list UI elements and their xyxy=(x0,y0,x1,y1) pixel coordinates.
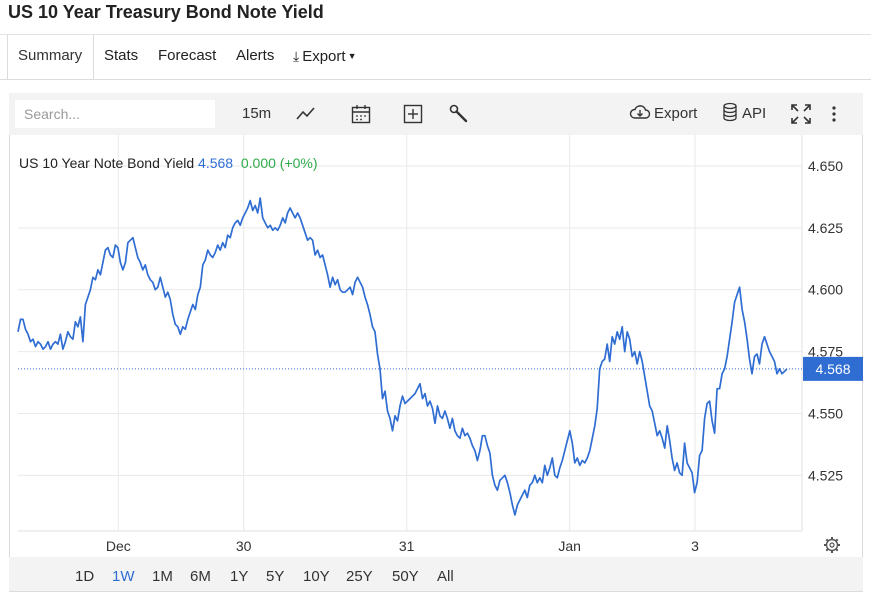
export-label: Export xyxy=(654,105,698,122)
tab-forecast[interactable]: Forecast xyxy=(158,47,217,64)
range-bar: 1D 1W 1M 6M 1Y 5Y 10Y 25Y 50Y All xyxy=(9,557,863,591)
x-tick-label: Jan xyxy=(558,538,581,554)
series-line xyxy=(17,197,788,516)
interval-selector[interactable]: 15m xyxy=(242,105,272,122)
tab-export-label: Export xyxy=(302,48,346,65)
range-1w[interactable]: 1W xyxy=(112,568,135,585)
settings-wrench-icon[interactable] xyxy=(448,103,470,125)
last-price-tag-bg xyxy=(803,356,863,381)
more-icon[interactable] xyxy=(827,103,841,125)
legend-series-name: US 10 Year Note Bond Yield xyxy=(19,155,195,171)
range-all[interactable]: All xyxy=(437,568,454,585)
chart-legend: US 10 Year Note Bond Yield 4.568 0.000 (… xyxy=(19,155,318,171)
x-tick-label: 31 xyxy=(399,538,415,554)
legend-change: 0.000 (+0%) xyxy=(240,155,318,171)
tab-stats[interactable]: Stats xyxy=(104,47,139,64)
cloud-download-icon xyxy=(629,105,651,119)
range-25y[interactable]: 25Y xyxy=(346,568,373,585)
y-tick-label: 4.650 xyxy=(808,158,843,174)
export-button[interactable]: Export xyxy=(629,93,697,135)
last-price-tag: 4.568 xyxy=(803,356,863,381)
legend-price: 4.568 xyxy=(198,155,234,171)
api-label: API xyxy=(742,105,767,122)
add-indicator-icon[interactable] xyxy=(402,103,424,125)
y-tick-label: 4.575 xyxy=(808,344,843,360)
y-axis: 4.525 4.550 4.575 4.600 4.625 4.650 xyxy=(808,158,843,483)
range-6m[interactable]: 6M xyxy=(190,568,211,585)
y-tick-label: 4.550 xyxy=(808,405,843,421)
range-1y[interactable]: 1Y xyxy=(230,568,249,585)
x-tick-label: Dec xyxy=(106,538,131,554)
line-chart-icon[interactable] xyxy=(295,103,317,125)
api-button[interactable]: API xyxy=(722,93,766,135)
caret-down-icon: ▼ xyxy=(347,51,357,61)
chart-panel xyxy=(9,93,863,592)
range-10y[interactable]: 10Y xyxy=(303,568,330,585)
tab-bar: Summary Stats Forecast Alerts ⤓ Export ▼ xyxy=(0,35,871,80)
range-1d[interactable]: 1D xyxy=(75,568,95,585)
x-axis: Dec 30 31 Jan 3 xyxy=(106,538,699,554)
x-tick-label: 30 xyxy=(236,538,252,554)
x-tick-label: 3 xyxy=(691,538,699,554)
y-tick-label: 4.600 xyxy=(808,282,843,298)
range-50y[interactable]: 50Y xyxy=(392,568,419,585)
fullscreen-icon[interactable] xyxy=(790,103,812,125)
database-icon xyxy=(723,102,737,122)
tab-export[interactable]: ⤓ Export ▼ xyxy=(293,35,356,78)
tab-alerts[interactable]: Alerts xyxy=(236,47,275,64)
tab-summary[interactable]: Summary xyxy=(7,35,94,79)
range-1m[interactable]: 1M xyxy=(152,568,173,585)
y-tick-label: 4.525 xyxy=(808,467,843,483)
chart-toolbar: 15m Export API xyxy=(9,93,863,135)
chart-gridlines xyxy=(18,135,802,531)
search-input[interactable] xyxy=(15,100,215,128)
gear-icon[interactable] xyxy=(824,537,840,553)
download-icon: ⤓ xyxy=(293,48,300,64)
title-divider xyxy=(0,34,871,35)
range-5y[interactable]: 5Y xyxy=(266,568,285,585)
last-price-value: 4.568 xyxy=(815,361,850,377)
calendar-icon[interactable] xyxy=(350,103,372,125)
page-title: US 10 Year Treasury Bond Note Yield xyxy=(8,2,324,22)
y-tick-label: 4.625 xyxy=(808,220,843,236)
